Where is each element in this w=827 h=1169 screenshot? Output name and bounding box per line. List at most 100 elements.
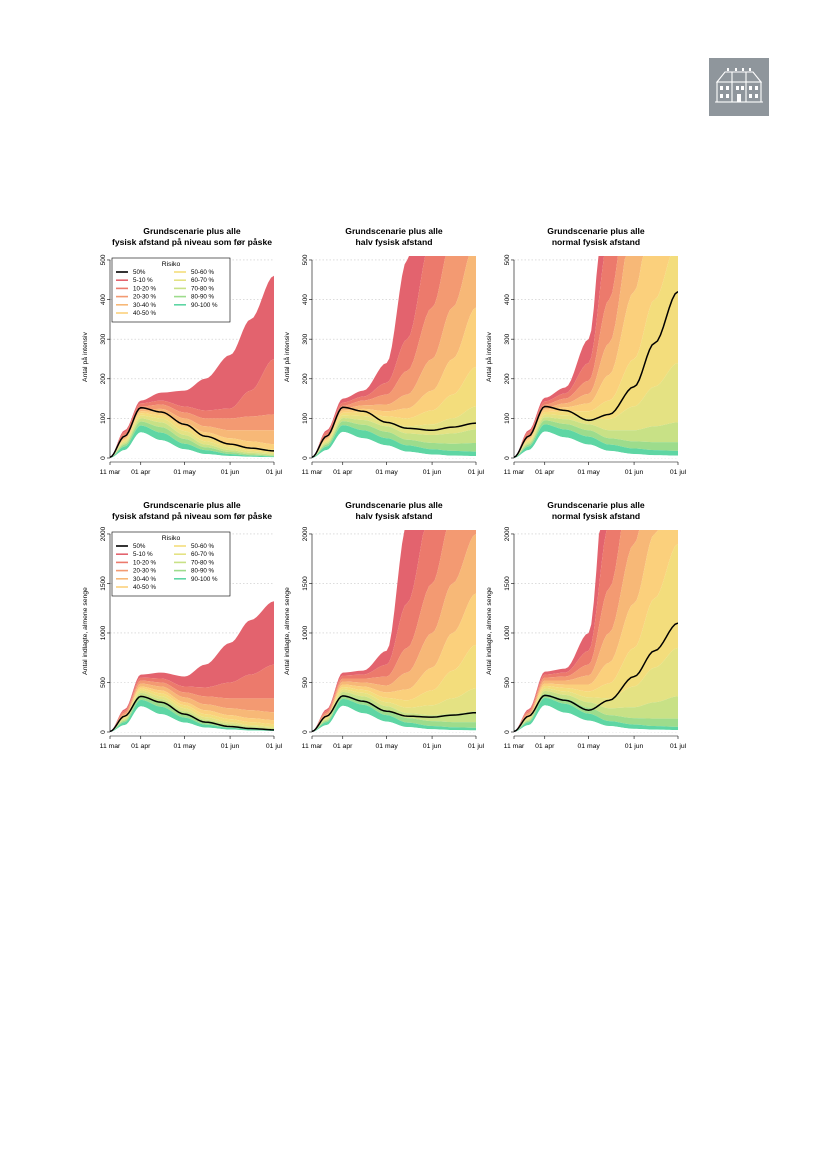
risk-band-90-100 bbox=[312, 425, 476, 458]
legend-entry: 30-40 % bbox=[133, 576, 157, 583]
y-tick-label: 1500 bbox=[302, 576, 309, 591]
x-tick-label: 11 mar bbox=[504, 743, 525, 750]
median-line bbox=[514, 291, 678, 458]
y-tick-label: 1500 bbox=[100, 576, 107, 591]
risk-band-80-90 bbox=[312, 421, 476, 458]
band-floor bbox=[514, 705, 678, 732]
risk-band-10-20 bbox=[514, 530, 622, 732]
x-tick-label: 01 apr bbox=[535, 469, 555, 476]
risk-band-30-40 bbox=[312, 256, 476, 458]
risk-band-80-90 bbox=[514, 420, 678, 458]
x-tick-label: 01 apr bbox=[333, 469, 353, 476]
y-tick-label: 0 bbox=[302, 730, 309, 734]
legend-entry: 50-60 % bbox=[191, 269, 215, 276]
chart-panel: Grundscenarie plus alle normal fysisk afs… bbox=[482, 222, 687, 486]
x-tick-label: 01 jul bbox=[266, 743, 283, 750]
band-floor bbox=[110, 706, 274, 732]
risk-band-70-80 bbox=[514, 690, 678, 732]
y-tick-label: 300 bbox=[302, 333, 309, 344]
y-tick-label: 400 bbox=[302, 294, 309, 305]
y-tick-label: 1000 bbox=[100, 625, 107, 640]
risk-band-90-100 bbox=[514, 424, 678, 458]
y-tick-label: 0 bbox=[504, 456, 511, 460]
risk-band-20-30 bbox=[312, 530, 476, 732]
x-tick-label: 01 apr bbox=[131, 743, 151, 750]
risk-band-30-40 bbox=[110, 408, 274, 458]
y-tick-label: 0 bbox=[302, 456, 309, 460]
y-tick-label: 500 bbox=[504, 677, 511, 688]
x-tick-label: 01 jun bbox=[423, 743, 442, 750]
risk-band-10-20 bbox=[312, 256, 446, 458]
y-tick-label: 200 bbox=[100, 373, 107, 384]
legend-entry: 50-60 % bbox=[191, 543, 215, 550]
median-line bbox=[312, 406, 476, 458]
median-line bbox=[110, 695, 274, 732]
risk-band-40-50 bbox=[312, 307, 476, 458]
x-tick-label: 01 jun bbox=[221, 743, 240, 750]
y-tick-label: 500 bbox=[302, 254, 309, 265]
x-tick-label: 01 jun bbox=[221, 469, 240, 476]
median-line bbox=[514, 622, 678, 732]
chart-subtitle: normal fysisk afstand bbox=[552, 237, 640, 247]
band-floor bbox=[312, 705, 476, 732]
y-tick-label: 200 bbox=[504, 373, 511, 384]
legend-entry: 5-10 % bbox=[133, 277, 153, 284]
risk-band-20-30 bbox=[110, 680, 274, 732]
x-tick-label: 11 mar bbox=[302, 469, 323, 476]
chart-panel: Grundscenarie plus alle normal fysisk afs… bbox=[482, 496, 687, 760]
legend-entry: 70-80 % bbox=[191, 559, 215, 566]
y-axis-label: Antal på intensiv bbox=[81, 331, 89, 381]
x-tick-label: 01 jul bbox=[468, 469, 485, 476]
y-tick-label: 0 bbox=[504, 730, 511, 734]
risk-band-50-60 bbox=[110, 688, 274, 732]
risk-band-20-30 bbox=[312, 256, 469, 458]
y-tick-label: 0 bbox=[100, 730, 107, 734]
x-tick-label: 01 may bbox=[174, 469, 197, 476]
y-tick-label: 300 bbox=[100, 333, 107, 344]
legend-entry: 50% bbox=[133, 543, 146, 550]
chart-title: Grundscenarie plus alle bbox=[143, 226, 241, 236]
chart-panel: Grundscenarie plus alle fysisk afstand på… bbox=[78, 222, 283, 486]
median-line bbox=[110, 406, 274, 458]
risk-band-50-60 bbox=[110, 413, 274, 458]
risk-band-50-60 bbox=[514, 543, 678, 732]
risk-band-70-80 bbox=[514, 417, 678, 458]
y-tick-label: 1000 bbox=[302, 625, 309, 640]
risk-band-10-20 bbox=[110, 664, 274, 732]
legend: Risiko 50%5-10 %10-20 % 20-30 %30-40 %40-5… bbox=[111, 531, 231, 597]
risk-band-60-70 bbox=[514, 362, 678, 458]
y-tick-label: 2000 bbox=[504, 526, 511, 541]
y-tick-label: 100 bbox=[100, 413, 107, 424]
x-tick-label: 01 jun bbox=[423, 469, 442, 476]
chart-subtitle: fysisk afstand på niveau som før påske bbox=[112, 237, 272, 247]
risk-band-20-30 bbox=[514, 530, 640, 732]
risk-band-70-80 bbox=[312, 691, 476, 732]
risk-band-60-70 bbox=[110, 415, 274, 458]
chart-panel: Grundscenarie plus alle fysisk afstand på… bbox=[78, 496, 283, 760]
legend-title: Risiko bbox=[162, 261, 181, 268]
y-tick-label: 0 bbox=[100, 456, 107, 460]
y-tick-label: 400 bbox=[100, 294, 107, 305]
y-axis-label: Antal på intensiv bbox=[485, 331, 493, 381]
legend-title: Risiko bbox=[162, 535, 181, 542]
legend-entry: 40-50 % bbox=[133, 310, 157, 317]
risk-band-20-30 bbox=[110, 404, 274, 458]
risk-band-50-60 bbox=[312, 366, 476, 458]
legend-entry: 90-100 % bbox=[191, 302, 218, 309]
risk-band-90-100 bbox=[110, 425, 274, 458]
chart-title: Grundscenarie plus alle bbox=[345, 226, 443, 236]
median-line bbox=[312, 695, 476, 732]
x-tick-label: 01 jul bbox=[670, 743, 687, 750]
x-tick-label: 01 apr bbox=[535, 743, 555, 750]
legend-entry: 10-20 % bbox=[133, 285, 157, 292]
legend-entry: 30-40 % bbox=[133, 302, 157, 309]
legend-entry: 80-90 % bbox=[191, 568, 215, 575]
x-tick-label: 01 may bbox=[578, 469, 601, 476]
risk-band-10-20 bbox=[110, 358, 274, 458]
risk-band-40-50 bbox=[514, 256, 671, 458]
risk-band-60-70 bbox=[514, 647, 678, 732]
y-tick-label: 100 bbox=[504, 413, 511, 424]
x-tick-label: 01 may bbox=[578, 743, 601, 750]
risk-band-40-50 bbox=[312, 593, 476, 732]
